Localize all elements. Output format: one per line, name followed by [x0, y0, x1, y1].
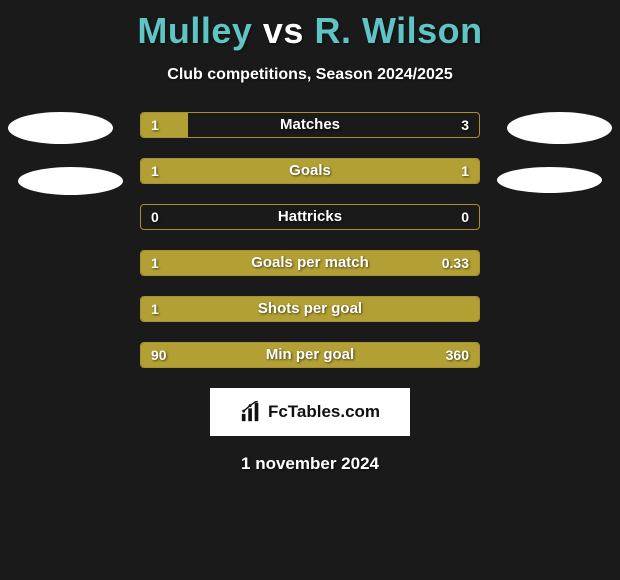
- generated-date: 1 november 2024: [0, 454, 620, 474]
- stat-row: 90360Min per goal: [140, 342, 480, 368]
- stat-label: Shots per goal: [141, 297, 479, 321]
- avatar-placeholder-right-2: [497, 167, 602, 193]
- vs-word: vs: [263, 10, 304, 51]
- stat-label: Hattricks: [141, 205, 479, 229]
- avatar-placeholder-left-1: [8, 112, 113, 144]
- stat-row: 10.33Goals per match: [140, 250, 480, 276]
- stat-label: Min per goal: [141, 343, 479, 367]
- avatar-placeholder-right-1: [507, 112, 612, 144]
- stat-row: 11Goals: [140, 158, 480, 184]
- bars-container: 13Matches 11Goals 00Hattricks 10.33Goals pe…: [140, 112, 480, 368]
- comparison-title: Mulley vs R. Wilson: [0, 0, 620, 52]
- logo-box: FcTables.com: [210, 388, 410, 436]
- logo-text: FcTables.com: [268, 402, 380, 422]
- player-right-name: R. Wilson: [314, 10, 482, 51]
- stat-label: Goals per match: [141, 251, 479, 275]
- player-left-name: Mulley: [137, 10, 252, 51]
- stat-row: 1Shots per goal: [140, 296, 480, 322]
- subtitle: Club competitions, Season 2024/2025: [0, 66, 620, 84]
- stat-label: Goals: [141, 159, 479, 183]
- stat-row: 00Hattricks: [140, 204, 480, 230]
- avatar-placeholder-left-2: [18, 167, 123, 195]
- stat-row: 13Matches: [140, 112, 480, 138]
- stat-label: Matches: [141, 113, 479, 137]
- comparison-chart: 13Matches 11Goals 00Hattricks 10.33Goals pe…: [0, 112, 620, 368]
- bar-chart-icon: [240, 401, 262, 423]
